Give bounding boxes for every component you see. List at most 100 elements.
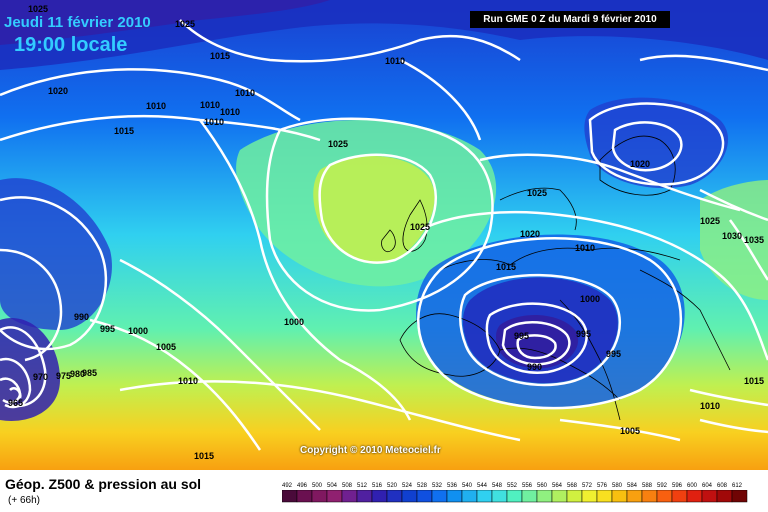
trough-northwest	[0, 0, 330, 45]
isobar-label: 1010	[200, 100, 220, 110]
scale-label: 492	[282, 483, 293, 489]
scale-label: 580	[612, 483, 623, 489]
forecast-time: 19:00 locale	[14, 34, 128, 56]
scale-swatch	[296, 490, 313, 503]
scale-label: 544	[477, 483, 488, 489]
scale-swatch	[536, 490, 553, 503]
isobars	[0, 19, 768, 451]
scale-label: 564	[552, 483, 563, 489]
color-scale-labels: 492 496 500 504 508 512 516 520 524 528 532 536 540 5…	[282, 483, 743, 489]
scale-swatch	[356, 490, 373, 503]
scale-label: 568	[567, 483, 578, 489]
isobar-label: 995	[100, 324, 115, 334]
isobar-label: 1010	[700, 401, 720, 411]
isobar-label: 985	[82, 368, 97, 378]
scale-swatch	[656, 490, 673, 503]
isobar-label: 1025	[527, 188, 547, 198]
scale-label: 608	[717, 483, 728, 489]
scale-swatch	[401, 490, 418, 503]
scale-label: 520	[387, 483, 398, 489]
isobar-label: 1015	[496, 262, 516, 272]
isobar-label: 995	[606, 349, 621, 359]
scale-label: 532	[432, 483, 443, 489]
scale-swatch	[731, 490, 748, 503]
isobar-label: 1015	[194, 451, 214, 461]
isobar-label: 1005	[620, 426, 640, 436]
scale-swatch	[311, 490, 328, 503]
scale-swatch	[596, 490, 613, 503]
scale-label: 548	[492, 483, 503, 489]
isobar-label: 1000	[284, 317, 304, 327]
isobar-label: 970	[33, 372, 48, 382]
copyright-notice: Copyright © 2010 Meteociel.fr	[300, 445, 441, 456]
scale-swatch	[371, 490, 388, 503]
low-southwest	[0, 318, 60, 421]
scale-swatch	[671, 490, 688, 503]
scale-swatch	[716, 490, 733, 503]
scale-label: 572	[582, 483, 593, 489]
isobar-label: 1000	[580, 294, 600, 304]
isobar-label: 1025	[410, 222, 430, 232]
scale-label: 528	[417, 483, 428, 489]
isobar-label: 1025	[28, 4, 48, 14]
scale-label: 540	[462, 483, 473, 489]
scale-swatch	[506, 490, 523, 503]
legend-title: Géop. Z500 & pression au sol	[5, 476, 202, 492]
isobar-label: 995	[576, 329, 591, 339]
scale-label: 592	[657, 483, 668, 489]
isobar-label: 1010	[235, 88, 255, 98]
map-canvas: 1025 1025 1015 1010 1020 1010 1010 1010 …	[0, 0, 768, 470]
scale-label: 556	[522, 483, 533, 489]
scale-swatch	[386, 490, 403, 503]
isobar-label: 1015	[744, 376, 764, 386]
model-run-label: Run GME 0 Z du Mardi 9 février 2010	[470, 11, 670, 28]
isobar-label: 1010	[220, 107, 240, 117]
scale-swatch	[551, 490, 568, 503]
scale-label: 596	[672, 483, 683, 489]
scale-swatch	[461, 490, 478, 503]
scale-swatch	[701, 490, 718, 503]
isobar-label: 1035	[744, 235, 764, 245]
scale-swatch	[446, 490, 463, 503]
scale-label: 604	[702, 483, 713, 489]
scale-swatch	[491, 490, 508, 503]
trough-west	[0, 178, 112, 330]
isobar-label: 965	[8, 398, 23, 408]
scale-swatch	[326, 490, 343, 503]
scale-swatch	[566, 490, 583, 503]
scale-label: 512	[357, 483, 368, 489]
scale-swatch	[476, 490, 493, 503]
isobar-label: 975	[56, 371, 71, 381]
isobar-label: 1025	[175, 19, 195, 29]
scale-label: 516	[372, 483, 383, 489]
scale-swatch	[521, 490, 538, 503]
isobar-label: 995	[514, 331, 529, 341]
isobar-label: 1005	[156, 342, 176, 352]
isobar-label: 1010	[204, 117, 224, 127]
isobar-label: 1010	[385, 56, 405, 66]
scale-label: 588	[642, 483, 653, 489]
isobar-label: 1020	[520, 229, 540, 239]
scale-swatch	[686, 490, 703, 503]
isobar-label: 990	[527, 362, 542, 372]
isobar-label: 990	[74, 312, 89, 322]
low-scandinavia	[584, 97, 729, 189]
scale-label: 576	[597, 483, 608, 489]
isobar-label: 1000	[128, 326, 148, 336]
scale-label: 600	[687, 483, 698, 489]
isobar-label: 1010	[575, 243, 595, 253]
isobar-label: 1015	[114, 126, 134, 136]
isobar-label: 1010	[146, 101, 166, 111]
scale-label: 500	[312, 483, 323, 489]
isobar-label: 1025	[328, 139, 348, 149]
scale-label: 536	[447, 483, 458, 489]
scale-swatch	[581, 490, 598, 503]
ridge-east	[700, 180, 768, 300]
color-scale	[282, 490, 748, 503]
isobar-label: 1010	[178, 376, 198, 386]
scale-label: 496	[297, 483, 308, 489]
forecast-range: (+ 66h)	[8, 495, 40, 506]
isobar-label: 1020	[630, 159, 650, 169]
scale-label: 584	[627, 483, 638, 489]
isobar-label: 1020	[48, 86, 68, 96]
